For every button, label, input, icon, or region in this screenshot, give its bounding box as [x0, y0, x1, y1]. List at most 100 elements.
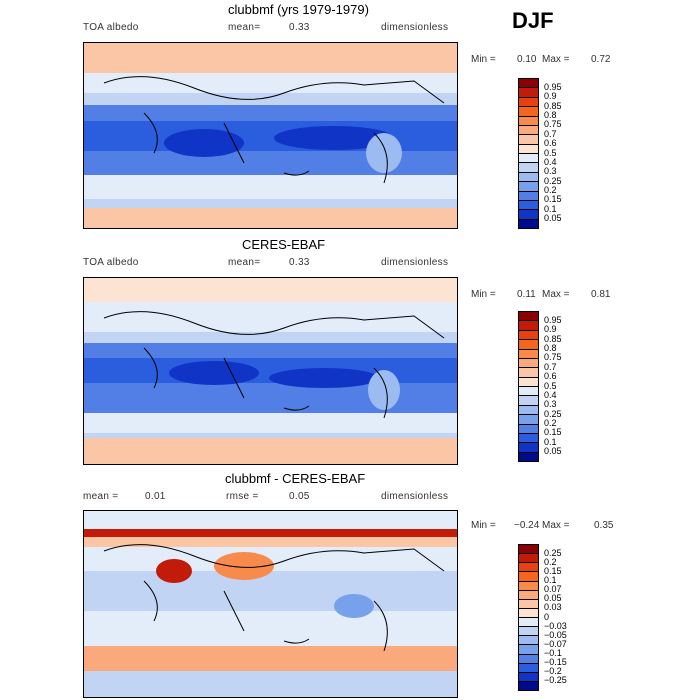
panel-3-max-value: 0.35: [594, 520, 614, 531]
map-feature-pacific: [274, 126, 394, 150]
colorbar-tick-label: 0.2: [544, 418, 557, 428]
colorbar-tick-label: 0.75: [544, 352, 562, 363]
panel-2-max-value: 0.81: [591, 289, 611, 300]
map-feature-pacific-bias: [214, 552, 274, 580]
panel-3-map-svg: [84, 511, 457, 697]
colorbar-tick-label: −0.07: [544, 638, 567, 649]
map-band-southern: [84, 175, 457, 199]
map-feature-indian-ocean: [164, 129, 244, 157]
panel-3-mean-value: 0.01: [145, 491, 166, 502]
colorbar-tick-label: −0.1: [544, 648, 562, 658]
panel-2-mean-value: 0.33: [289, 257, 310, 268]
panel-3-min-value: −0.24: [514, 520, 540, 531]
panel-3-mean-label: mean =: [83, 491, 119, 502]
panel-1-unit-label: dimensionless: [381, 22, 449, 33]
panel-1-min-label: Min =: [471, 54, 496, 65]
map-band-southern: [84, 413, 457, 433]
map-band-subtropics: [84, 121, 457, 151]
panel-2-colorbar: 0.95 0.9 0.85 0.8 0.75 0.7 0.6 0.5 0.4 0.3 0.25 0.2…: [518, 311, 598, 462]
colorbar-tick-label: −0.25: [544, 675, 567, 686]
map-coastlines: [103, 76, 445, 184]
colorbar-tick-label: −0.05: [544, 629, 567, 640]
colorbar-tick-label: 0.4: [544, 389, 557, 400]
colorbar-tick-label: 0.15: [544, 427, 562, 438]
map-band-north-mid: [84, 73, 457, 93]
map-band-antarctic: [84, 671, 457, 697]
panel-2-title: CERES-EBAF: [242, 237, 326, 252]
colorbar-tick-label: 0.95: [544, 314, 562, 325]
colorbar-tick-label: −0.2: [544, 666, 562, 677]
panel-3-rmse-label: rmse =: [226, 491, 259, 502]
colorbar-tick-label: 0.5: [544, 147, 557, 158]
colorbar-tick-label: 0.15: [544, 565, 562, 576]
colorbar-tick-label: 0.6: [544, 138, 557, 149]
map-band-southern: [84, 646, 457, 671]
map-band-north: [84, 43, 457, 73]
colorbar-tick-label: 0.4: [544, 156, 557, 167]
panel-1-colorbar: 0.95 0.9 0.85 0.8 0.75 0.7 0.6 0.5 0.4 0.3 0.25 0.2…: [518, 78, 598, 229]
panel-3-colorbar: 0.25 0.2 0.15 0.1 0.07 0.05 0.03 0 −0.03 −0.05 −0.…: [518, 544, 598, 691]
colorbar-tick-label: 0: [544, 611, 550, 622]
map-band-north-mid: [84, 302, 457, 332]
colorbar-tick-label: 0.1: [544, 203, 557, 214]
map-band-antarctic: [84, 208, 457, 228]
panel-3-rmse-value: 0.05: [289, 491, 310, 502]
colorbar-swatch: [518, 218, 539, 229]
colorbar-tick-label: 0.1: [544, 436, 557, 447]
panel-2-mean-label: mean=: [228, 257, 261, 268]
panel-3-max-label: Max =: [542, 520, 570, 531]
map-coastlines: [103, 311, 445, 419]
colorbar-tick-label: 0.25: [544, 547, 562, 558]
colorbar-tick-label: −0.15: [544, 657, 567, 668]
panel-3-unit-label: dimensionless: [381, 491, 449, 502]
map-band-north: [84, 278, 457, 302]
panel-1-max-value: 0.72: [591, 54, 611, 65]
colorbar-tick-label: 0.9: [544, 324, 557, 335]
colorbar-tick-label: 0.95: [544, 81, 562, 92]
map-feature-indian-ocean: [169, 361, 259, 385]
map-feature-south-america-bias: [334, 594, 374, 618]
colorbar-tick-label: 0.75: [544, 119, 562, 130]
panel-3-title: clubbmf - CERES-EBAF: [225, 471, 366, 486]
panel-1-mean-label: mean=: [228, 22, 261, 33]
colorbar-tick-label: 0.85: [544, 333, 562, 344]
panel-2-min-value: 0.11: [517, 289, 536, 300]
panel-1-mean-value: 0.33: [289, 22, 310, 33]
colorbar-tick-label: 0.8: [544, 343, 557, 353]
panel-3-map: [83, 510, 458, 698]
colorbar-tick-label: 0.7: [544, 128, 557, 139]
panel-2-variable-label: TOA albedo: [83, 257, 139, 268]
panel-2-min-label: Min =: [471, 289, 496, 300]
map-feature-south-america: [368, 370, 400, 410]
colorbar-tick-label: 0.9: [544, 91, 557, 102]
colorbar-tick-label: 0.7: [544, 361, 557, 372]
map-band-antarctic: [84, 438, 457, 464]
season-label: DJF: [512, 8, 554, 33]
panel-1-min-value: 0.10: [517, 54, 537, 65]
panel-2-map-svg: [84, 278, 457, 464]
colorbar-tick-label: 0.2: [544, 185, 557, 195]
panel-1-title: clubbmf (yrs 1979-1979): [228, 2, 369, 17]
colorbar-tick-label: 0.03: [544, 602, 562, 613]
colorbar-tick-label: 0.3: [544, 399, 557, 410]
colorbar-tick-label: 0.1: [544, 575, 557, 585]
map-feature-south-america: [366, 133, 402, 173]
colorbar-tick-label: 0.2: [544, 556, 557, 567]
panel-1-map: [83, 42, 458, 229]
colorbar-tick-label: 0.8: [544, 110, 557, 120]
panel-2-map: [83, 277, 458, 465]
colorbar-tick-label: 0.85: [544, 100, 562, 111]
colorbar-tick-label: 0.25: [544, 175, 562, 186]
map-band-north: [84, 537, 457, 547]
colorbar-tick-label: 0.3: [544, 166, 557, 177]
colorbar-tick-label: 0.07: [544, 584, 562, 595]
colorbar-swatch: [518, 451, 539, 462]
panel-1-variable-label: TOA albedo: [83, 22, 139, 33]
map-coastlines: [103, 544, 445, 652]
colorbar-tick-label: 0.05: [544, 593, 562, 604]
map-band-tropics: [84, 571, 457, 611]
panel-2-max-label: Max =: [542, 289, 570, 300]
colorbar-tick-label: 0.6: [544, 371, 557, 382]
map-band-arctic-bias: [84, 529, 457, 537]
panel-1-max-label: Max =: [542, 54, 570, 65]
